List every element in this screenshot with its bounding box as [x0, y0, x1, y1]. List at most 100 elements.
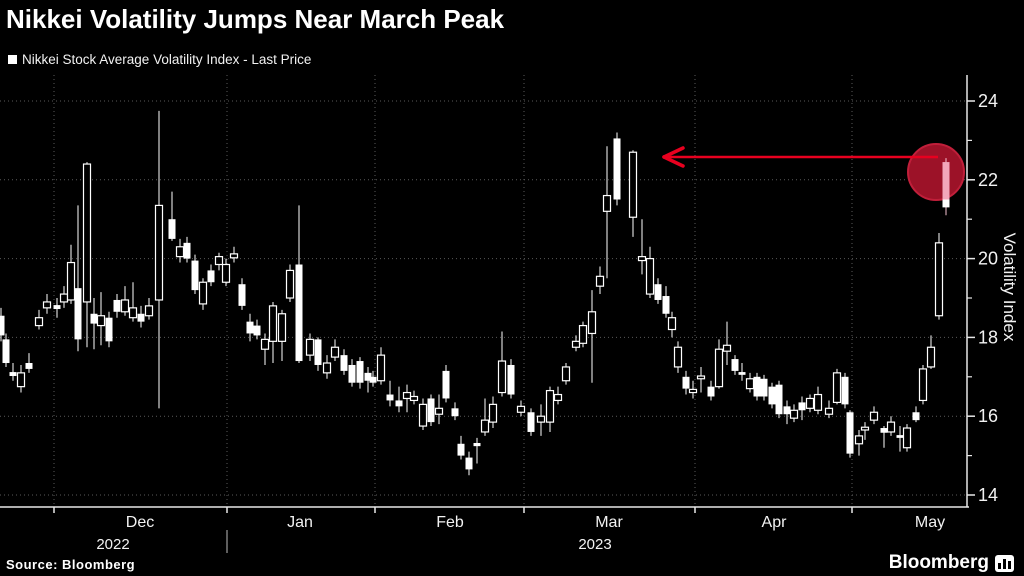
peak-highlight-circle	[907, 143, 965, 201]
candle-body	[465, 457, 473, 470]
candle-body	[16, 372, 26, 388]
candle-body	[942, 199, 950, 208]
bloomberg-wordmark: Bloomberg	[888, 552, 989, 573]
candle-body	[789, 409, 799, 419]
candle-body	[53, 305, 61, 310]
candle-body	[409, 395, 419, 402]
candle-body	[637, 256, 647, 262]
candle-body	[442, 370, 450, 399]
candle-body	[356, 361, 364, 383]
candle-body	[628, 151, 638, 218]
candle-body	[571, 340, 581, 348]
bloomberg-chart-icon	[995, 554, 1014, 572]
candle-body	[860, 426, 870, 431]
legend: Nikkei Stock Average Volatility Index - …	[8, 52, 311, 67]
candle-body	[880, 428, 888, 433]
candle-body	[745, 378, 755, 390]
y-tick-label: 14	[978, 485, 998, 505]
candle-body	[824, 407, 834, 415]
y-tick-label: 22	[978, 170, 998, 190]
candle-body	[314, 339, 322, 365]
legend-swatch-icon	[8, 55, 17, 64]
bloomberg-logo: Bloomberg	[889, 552, 1014, 574]
y-tick-label: 20	[978, 249, 998, 269]
candle-body-highlight	[942, 162, 950, 200]
candle-body	[738, 372, 746, 375]
candle-body	[613, 138, 621, 200]
candle-body	[696, 375, 706, 380]
y-axis-title: Volatility Index	[1000, 233, 1019, 342]
candle-body	[0, 315, 5, 336]
candle-body	[753, 376, 761, 397]
candle-body	[295, 264, 303, 362]
candle-body	[74, 288, 82, 340]
candle-body	[34, 317, 44, 327]
annotation-arrowhead	[662, 155, 685, 168]
candle-body	[386, 394, 394, 401]
candle-body	[854, 435, 864, 445]
candle-body	[418, 403, 428, 427]
candle-body	[798, 402, 806, 411]
candle-body	[364, 372, 372, 381]
candle-body	[527, 412, 535, 432]
month-label: Jan	[287, 514, 313, 531]
candle-body	[59, 293, 69, 303]
candle-body	[238, 284, 246, 306]
candle-body	[783, 406, 791, 415]
candle-body	[82, 163, 92, 303]
candle-body	[561, 366, 571, 382]
candle-body	[775, 384, 783, 415]
source-credit: Source: Bloomberg	[6, 557, 136, 572]
candle-body	[253, 325, 261, 336]
month-label: May	[915, 514, 945, 531]
candle-body	[722, 344, 732, 352]
candle-body	[578, 324, 588, 344]
candle-body	[813, 393, 823, 411]
page-title: Nikkei Volatility Jumps Near March Peak	[6, 4, 505, 34]
candle-body	[322, 362, 332, 374]
candle-body	[25, 363, 33, 369]
candle-body	[221, 263, 231, 283]
candle-body	[340, 355, 348, 371]
year-label: 2022	[96, 536, 129, 553]
candle-body	[587, 311, 597, 335]
candle-body	[662, 296, 670, 314]
candle-body	[105, 317, 113, 342]
candle-body	[137, 313, 145, 322]
candle-body	[376, 354, 386, 382]
candle-body	[688, 388, 698, 394]
candle-body	[277, 313, 287, 342]
candle-body	[488, 403, 498, 423]
candle-body	[207, 270, 215, 283]
candle-body	[260, 338, 270, 350]
candle-body	[2, 339, 10, 364]
candle-body	[805, 397, 815, 409]
candle-body	[427, 398, 435, 423]
candle-body	[457, 443, 465, 456]
candle-body	[369, 376, 377, 383]
candle-body	[183, 242, 191, 259]
candle-body	[731, 359, 739, 371]
candle-body	[768, 386, 776, 405]
month-label: Feb	[436, 514, 464, 531]
candle-body	[714, 348, 724, 388]
candle-body	[191, 260, 199, 291]
candle-body	[229, 253, 239, 259]
y-tick-label: 16	[978, 406, 998, 426]
candle-body	[886, 421, 896, 433]
candle-body	[451, 408, 459, 417]
candle-body	[846, 412, 854, 454]
candle-body	[66, 261, 76, 301]
candle-body	[9, 372, 17, 377]
candle-body	[545, 389, 555, 423]
candle-body	[113, 299, 121, 312]
candle-body	[402, 391, 412, 400]
candle-body	[869, 411, 879, 421]
month-label: Mar	[595, 514, 623, 531]
candle-body	[330, 346, 340, 358]
candle-body	[760, 378, 768, 397]
candle-body	[595, 275, 605, 287]
y-tick-label: 18	[978, 327, 998, 347]
candle-body	[154, 204, 164, 301]
